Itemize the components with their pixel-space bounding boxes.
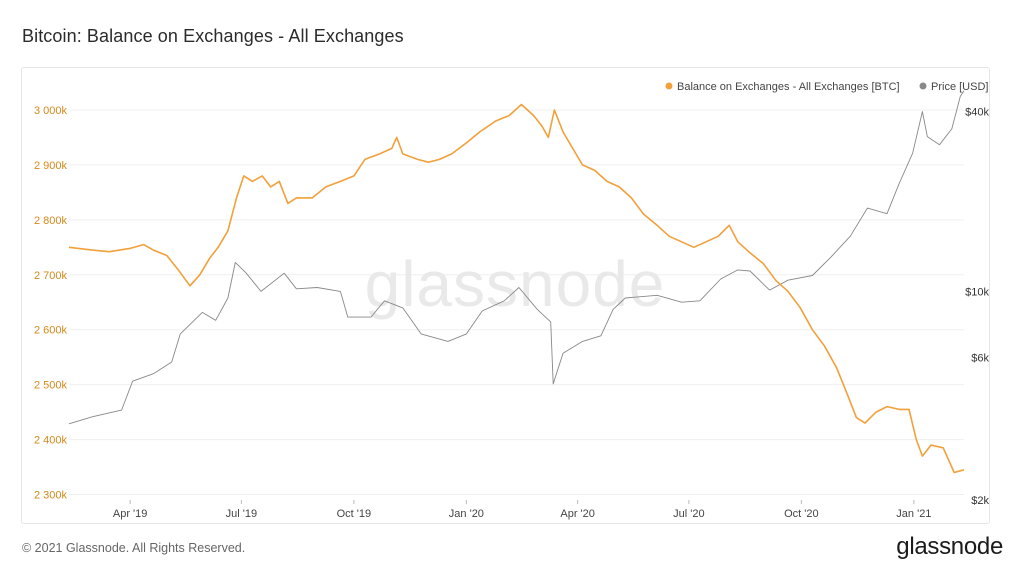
legend-label: Balance on Exchanges - All Exchanges [BT… (677, 81, 900, 93)
grid-lines (69, 109, 964, 496)
glassnode-logo[interactable]: glassnode (896, 533, 1003, 560)
legend: Balance on Exchanges - All Exchanges [BT… (665, 81, 989, 93)
x-tick-label: Apr '20 (560, 508, 595, 520)
left-tick-label: 2 700k (34, 270, 68, 282)
right-tick-label: $2k (971, 495, 989, 507)
left-tick-label: 2 900k (34, 160, 68, 172)
series-layer (68, 90, 965, 474)
x-tick-label: Oct '20 (784, 508, 819, 520)
legend-balance[interactable]: Balance on Exchanges - All Exchanges [BT… (665, 81, 900, 93)
right-tick-label: $10k (965, 286, 989, 298)
chart-title: Bitcoin: Balance on Exchanges - All Exch… (22, 26, 404, 46)
left-tick-label: 3 000k (34, 105, 68, 117)
left-tick-label: 2 500k (34, 380, 68, 392)
x-tick-label: Jul '20 (673, 508, 704, 520)
watermark-text: glassnode (365, 248, 666, 320)
x-tick-label: Jul '19 (226, 508, 257, 520)
price-series-line (68, 90, 965, 425)
right-axis: $2k $6k $10k $40k (965, 107, 989, 507)
left-tick-label: 2 400k (34, 435, 68, 447)
left-tick-label: 2 300k (34, 490, 68, 502)
copyright-text: © 2021 Glassnode. All Rights Reserved. (22, 541, 246, 555)
x-axis: Apr '19 Jul '19 Oct '19 Jan '20 Apr '20 Jul '… (113, 500, 931, 520)
balance-series-line (68, 103, 965, 474)
legend-label: Price [USD] (931, 81, 988, 93)
chart-panel: glassnode 2 300k 2 400k 2 500k 2 600k 2 700k… (21, 67, 990, 524)
right-tick-label: $40k (965, 107, 989, 119)
legend-dot-icon (919, 82, 927, 90)
left-axis: 2 300k 2 400k 2 500k 2 600k 2 700k 2 800k 2 90… (34, 105, 68, 502)
legend-price[interactable]: Price [USD] (919, 81, 989, 93)
x-tick-label: Jan '20 (449, 508, 484, 520)
legend-dot-icon (665, 82, 673, 90)
chart-svg: glassnode 2 300k 2 400k 2 500k 2 600k 2 700k… (34, 81, 989, 520)
right-tick-label: $6k (971, 353, 989, 365)
x-tick-label: Oct '19 (337, 508, 372, 520)
left-tick-label: 2 800k (34, 215, 68, 227)
x-tick-label: Apr '19 (113, 508, 148, 520)
x-tick-label: Jan '21 (896, 508, 931, 520)
left-tick-label: 2 600k (34, 325, 68, 337)
